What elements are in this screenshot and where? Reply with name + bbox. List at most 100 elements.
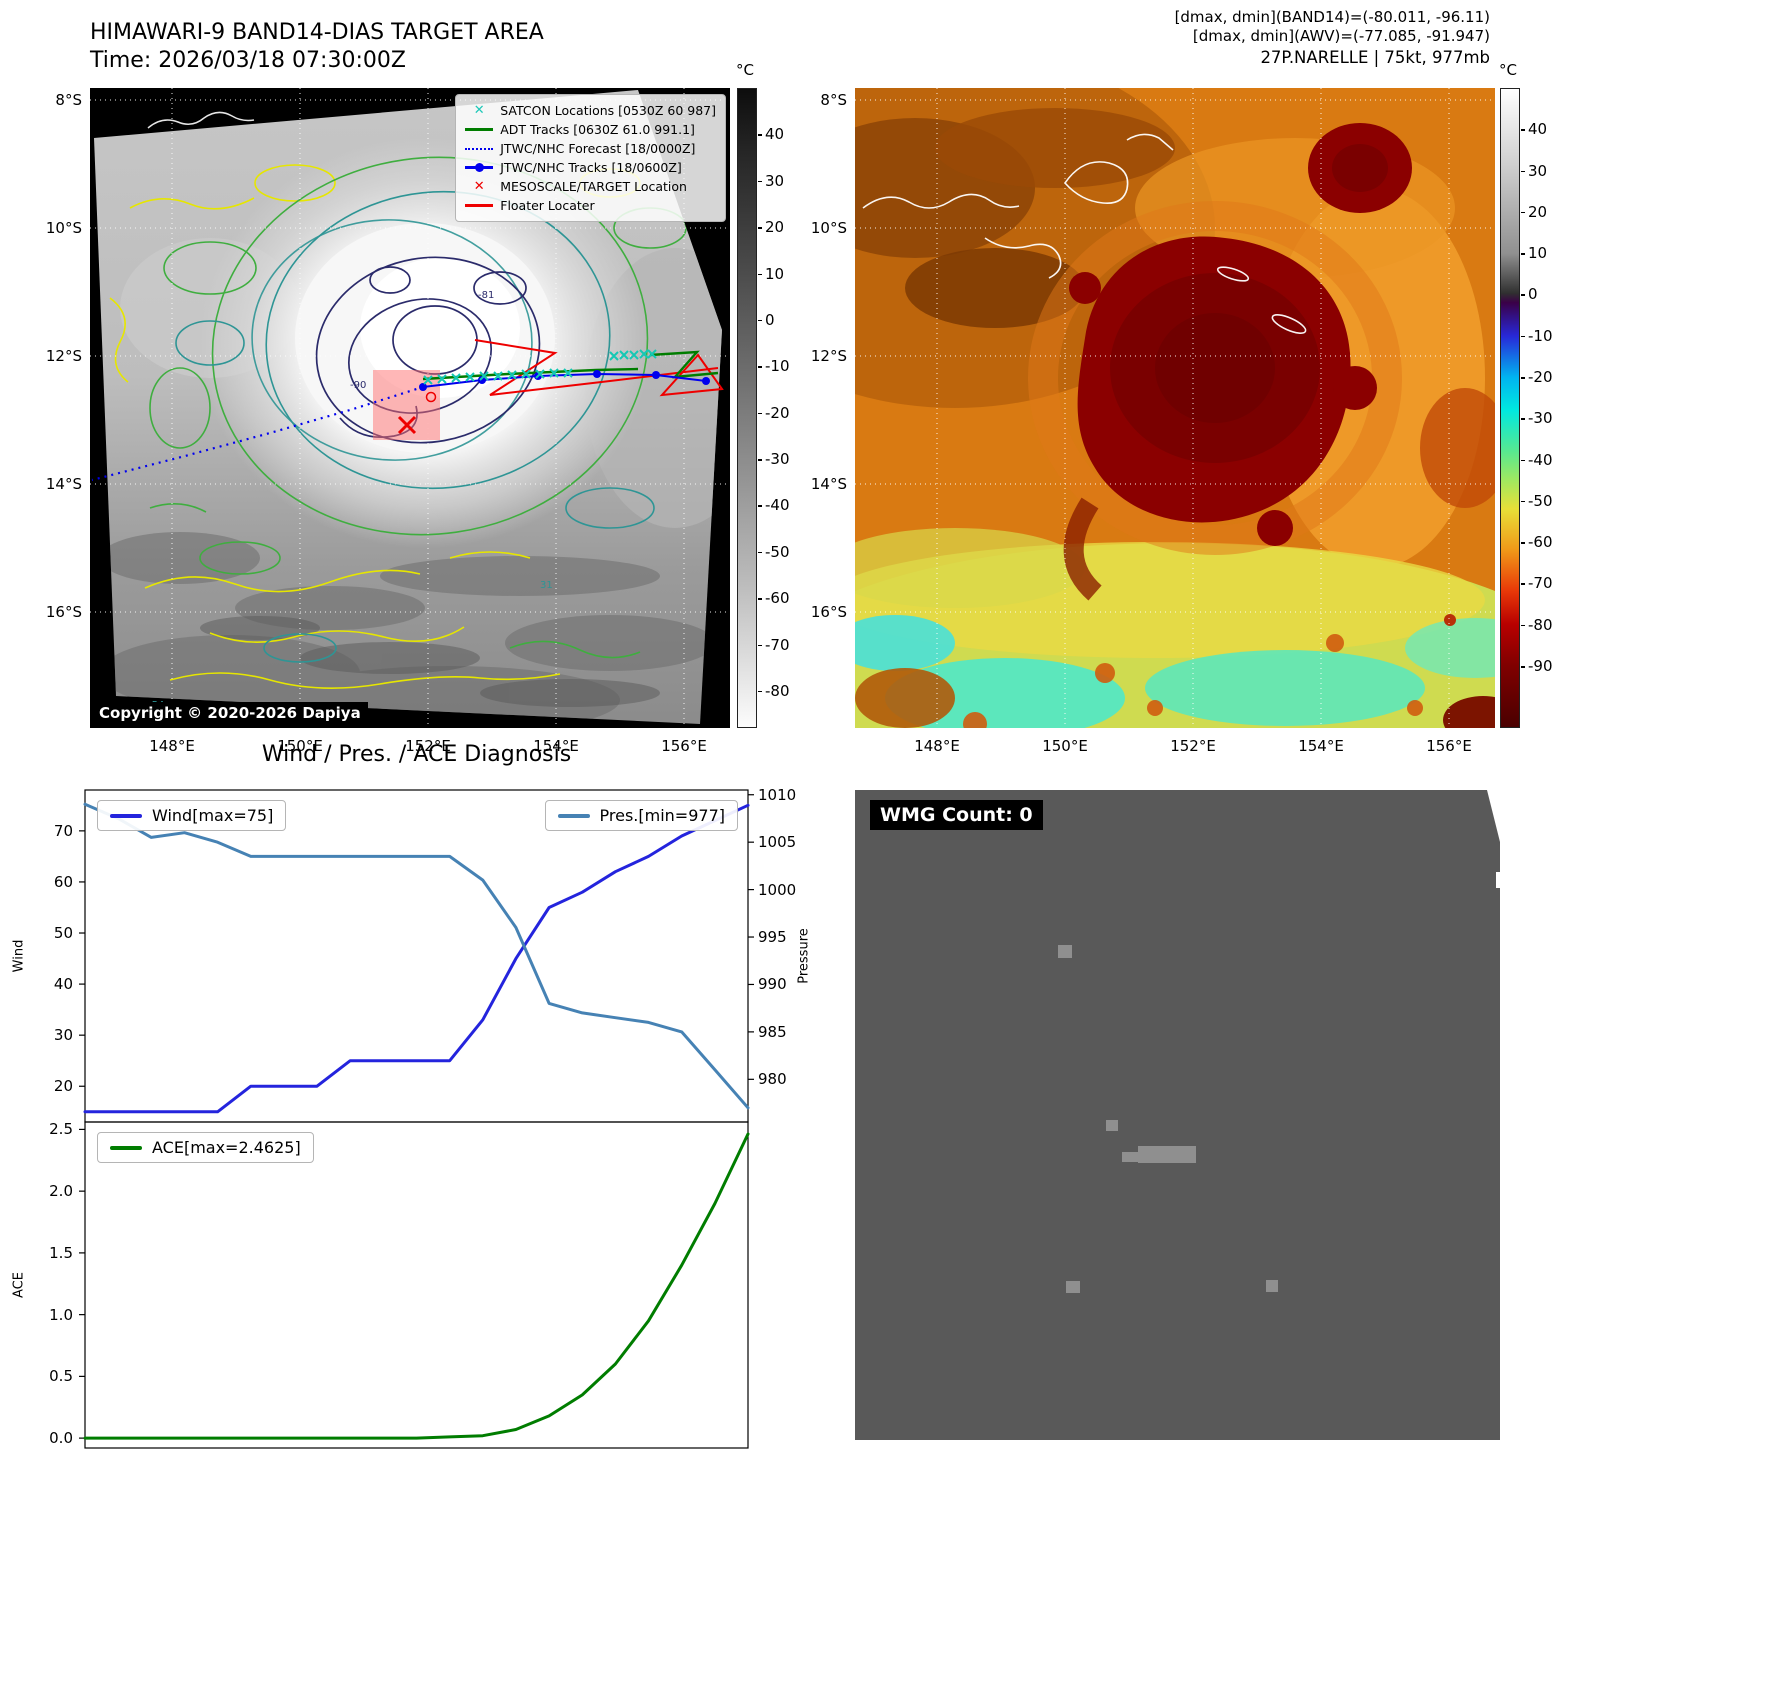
x-marker-icon: ✕ [473,102,485,118]
colorbar-tick-label: 40 [765,125,785,144]
lat-tick-label: 16°S [45,603,82,621]
legend-item-label: JTWC/NHC Tracks [18/0600Z] [500,160,682,175]
lon-tick-label: 154°E [533,737,579,755]
lon-tick-label: 150°E [277,737,323,755]
colorbar-tick-label: 20 [765,218,785,237]
colorbar-tick-label: -60 [1528,533,1553,552]
dmax-dmin-band14: [dmax, dmin](BAND14)=(-80.011, -96.11) [1174,8,1490,26]
y-axis-tick-label: 20 [53,1077,73,1096]
lon-tick-label: 150°E [1042,737,1088,755]
coastline [147,111,255,129]
colorbar-tick-label: -90 [1528,657,1553,676]
y-axis-tick-label: 985 [758,1022,787,1041]
lat-tick-label: 10°S [810,219,847,237]
dotted-line-icon [465,147,494,150]
lon-tick-label: 152°E [1170,737,1216,755]
colorbar-tick-mark [1521,500,1525,503]
wmg-pixel [1106,1120,1118,1131]
lat-tick-label: 8°S [55,91,82,109]
green-contours [149,156,687,659]
y-axis-tick-label: 60 [53,872,73,891]
lon-tick-label: 156°E [661,737,707,755]
colorbar-tick-mark [758,227,762,229]
colorbar-tick-label: -80 [1528,615,1553,634]
legend-label: Pres.[min=977] [599,806,725,825]
teal-contours [175,190,655,663]
colorbar-tick-label: 30 [765,171,785,190]
y-axis-label: ACE [11,1272,27,1298]
legend-item-satcon: ✕ SATCON Locations [0530Z 60 987] [465,101,716,120]
copyright-label: Copyright © 2020-2026 Dapiya [92,702,368,724]
lat-tick-label: 14°S [810,475,847,493]
y-axis-tick-label: 2.0 [49,1182,73,1201]
legend-line-icon [110,1145,142,1150]
diagnosis-title: Wind / Pres. / ACE Diagnosis [261,742,572,767]
lat-tick-label: 14°S [45,475,82,493]
colorbar-tick-mark [1521,583,1525,585]
colorbar-tick-label: -50 [1528,491,1553,510]
y-axis-tick-label: 2.5 [49,1120,73,1139]
wmg-pixel [1138,1146,1196,1163]
jtwc-track-line [422,372,707,388]
y-axis-tick-label: 990 [758,975,787,994]
legend-item-floater: Floater Locater [465,196,716,215]
contour-label: 31 [540,580,553,591]
line-swatch-icon [465,128,494,131]
colorbar-tick-mark [758,551,762,554]
y-axis-tick-label: 980 [758,1070,787,1089]
legend-line-icon [557,813,590,818]
wind-legend: Wind[max=75] [97,800,287,831]
legend-label: ACE[max=2.4625] [152,1138,301,1157]
band14-title: HIMAWARI-9 BAND14-DIAS TARGET AREA [90,20,544,45]
floater-locater-line [474,339,719,396]
wmg-pixel [1066,1281,1080,1293]
colorbar-tick-label: -20 [1528,368,1553,387]
legend-item-label: SATCON Locations [0530Z 60 987] [500,103,716,118]
legend-item-label: JTWC/NHC Forecast [18/0000Z] [500,141,696,156]
band14-colorbar [737,88,757,728]
colorbar-tick-mark [758,505,762,507]
colorbar-tick-mark [1521,418,1525,420]
legend-item-label: Floater Locater [500,198,595,213]
lat-tick-label: 12°S [45,347,82,365]
y-axis-tick-label: 1000 [758,880,797,899]
colorbar-tick-label: -40 [765,496,790,515]
colorbar-tick-label: 20 [1528,202,1548,221]
legend-label: Wind[max=75] [152,806,274,825]
colorbar-tick-label: 0 [765,310,775,329]
colorbar-tick-mark [1521,253,1525,255]
lon-tick-label: 156°E [1426,737,1472,755]
wmg-count-badge: WMG Count: 0 [870,800,1043,830]
legend-item-label: ADT Tracks [0630Z 61.0 991.1] [500,122,695,137]
legend-item-forecast: JTWC/NHC Forecast [18/0000Z] [465,139,716,158]
colorbar-unit-label: °C [736,61,754,79]
colorbar-tick-label: -40 [1528,450,1553,469]
colorbar-tick-mark [758,644,762,647]
map-legend: ✕ SATCON Locations [0530Z 60 987] ADT Tra… [455,94,726,222]
colorbar-tick-mark [758,319,762,322]
colorbar-tick-label: -20 [765,403,790,422]
colorbar-tick-label: -80 [765,681,790,700]
contour-label: -90 [350,380,366,391]
lat-tick-label: 10°S [45,219,82,237]
line-swatch-icon [465,204,494,207]
map-edge-sliver [1487,790,1500,842]
colorbar-tick-mark [1521,335,1525,338]
wmg-pixel [1122,1152,1140,1162]
legend-item-jtwc: JTWC/NHC Tracks [18/0600Z] [465,158,716,177]
colorbar-tick-mark [1521,377,1525,379]
wmg-pixel [1058,945,1072,958]
legend-line-icon [110,813,142,818]
y-axis-tick-label: 1.5 [49,1243,73,1262]
lon-tick-label: 154°E [1298,737,1344,755]
track-dot-icon [475,163,485,172]
diagnosis-charts-svg [79,789,754,1449]
band14-time-subtitle: Time: 2026/03/18 07:30:00Z [90,48,406,73]
y-axis-tick-label: 40 [53,975,73,994]
lat-tick-label: 16°S [810,603,847,621]
colorbar-tick-mark [1521,542,1525,544]
mesoscale-target-box [373,370,440,440]
colorbar-tick-label: -30 [1528,409,1553,428]
y-axis-tick-label: 1005 [758,833,797,852]
